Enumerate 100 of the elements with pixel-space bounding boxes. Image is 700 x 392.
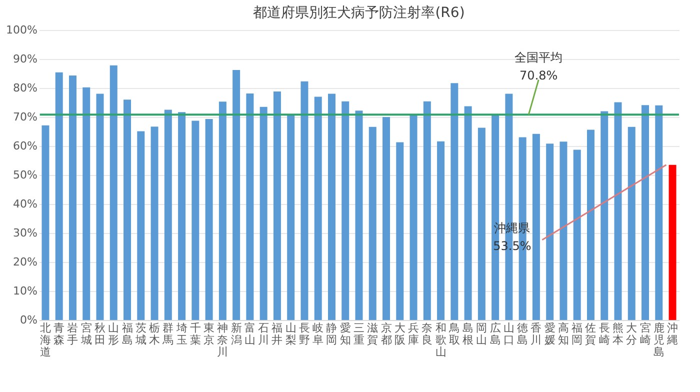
bar: [600, 111, 608, 320]
x-tick-label: 山梨: [285, 322, 296, 346]
x-tick-label: 福島: [122, 322, 133, 346]
bar: [328, 94, 336, 320]
x-tick-label: 静岡: [326, 322, 338, 346]
bar: [423, 101, 431, 320]
bar: [178, 112, 186, 320]
x-tick-label: 大分: [626, 322, 638, 346]
bar: [437, 141, 445, 320]
chart-title: 都道府県別狂犬病予防注射率(R6): [253, 5, 465, 21]
y-tick-label: 100%: [6, 24, 38, 36]
bar: [382, 117, 390, 320]
x-tick-label: 岡山: [476, 322, 488, 346]
bar: [342, 101, 350, 320]
x-tick-label: 鹿児島: [653, 322, 664, 358]
y-tick-label: 80%: [13, 82, 38, 94]
x-tick-label: 愛知: [340, 322, 351, 346]
bar: [450, 83, 458, 320]
x-tick-label: 愛媛: [544, 322, 556, 346]
x-tick-label: 広島: [490, 322, 501, 346]
y-tick-label: 40%: [13, 198, 38, 210]
x-tick-label: 岐阜: [312, 322, 324, 346]
bar: [410, 114, 418, 320]
x-tick-label: 山形: [108, 322, 120, 346]
x-tick-label: 群馬: [162, 322, 174, 346]
bar: [246, 94, 254, 320]
bar: [368, 126, 376, 320]
bar: [42, 125, 50, 320]
x-tick-label: 富山: [244, 322, 256, 346]
x-tick-label: 佐賀: [585, 322, 596, 346]
x-tick-label: 京都: [380, 322, 392, 346]
x-tick-label: 神奈川: [217, 322, 228, 358]
bar: [668, 164, 676, 320]
x-tick-label: 北海道: [40, 322, 51, 358]
bar: [68, 76, 76, 320]
y-tick-label: 30%: [13, 226, 38, 240]
x-tick-label: 山口: [503, 322, 514, 346]
y-tick-label: 70%: [13, 110, 38, 124]
x-tick-label: 福岡: [572, 322, 583, 346]
x-tick-label: 長野: [298, 322, 310, 346]
bar: [478, 128, 486, 320]
x-tick-label: 青森: [54, 322, 65, 346]
x-tick-label: 茨城: [134, 322, 146, 346]
bar: [560, 142, 568, 320]
x-tick-label: 千葉: [190, 322, 201, 346]
x-tick-label: 鳥取: [448, 322, 460, 346]
bar: [232, 70, 240, 320]
bar: [546, 144, 554, 320]
bar: [300, 81, 308, 320]
bar: [287, 114, 295, 320]
bar: [628, 126, 636, 320]
x-tick-label: 宮城: [80, 322, 92, 346]
x-tick-label: 栃木: [149, 322, 160, 346]
y-tick-label: 50%: [13, 168, 38, 182]
x-tick-label: 沖縄: [666, 322, 678, 346]
x-tick-label: 宮崎: [640, 322, 651, 346]
bar: [532, 134, 540, 320]
y-tick-label: 10%: [13, 284, 38, 298]
bar: [205, 119, 213, 320]
x-tick-label: 香川: [530, 322, 542, 346]
bar: [355, 110, 363, 320]
y-tick-label: 0%: [20, 314, 38, 326]
x-tick-label: 埼玉: [175, 322, 188, 346]
bar: [273, 91, 281, 320]
x-tick-label: 和歌山: [435, 322, 446, 358]
x-tick-label: 徳島: [517, 322, 528, 346]
y-tick-label: 90%: [13, 52, 38, 66]
x-tick-label: 滋賀: [367, 322, 378, 346]
bar: [464, 106, 472, 320]
bar: [642, 105, 650, 320]
bar: [260, 106, 268, 320]
ref-line-label: 全国平均 70.8%: [514, 50, 563, 83]
bar: [314, 96, 322, 320]
x-tick-label: 奈良: [422, 322, 433, 346]
bar: [192, 120, 200, 320]
x-tick-label: 兵庫: [408, 322, 420, 346]
x-tick-label: 岩手: [67, 322, 78, 346]
bar: [218, 102, 226, 320]
bar: [655, 105, 663, 320]
x-tick-label: 秋田: [94, 322, 106, 346]
bar: [164, 110, 172, 320]
bar: [614, 102, 622, 320]
y-tick-label: 20%: [13, 256, 38, 268]
x-tick-label: 島根: [462, 322, 474, 346]
x-tick-label: 熊本: [612, 322, 624, 346]
bar: [55, 72, 63, 320]
x-tick-label: 高知: [558, 322, 569, 346]
bar: [110, 65, 118, 320]
y-tick-label: 60%: [13, 140, 38, 152]
bar: [82, 87, 90, 320]
x-tick-label: 新潟: [230, 322, 242, 346]
x-tick-label: 大阪: [394, 322, 406, 346]
x-tick-label: 三重: [354, 322, 364, 346]
x-tick-label: 東京: [204, 322, 215, 346]
bar: [96, 94, 104, 320]
x-tick-label: 石川: [258, 322, 270, 346]
bar: [137, 131, 145, 320]
x-tick-label: 長崎: [598, 322, 610, 346]
x-tick-label: 福井: [272, 322, 283, 346]
bar: [586, 130, 594, 320]
